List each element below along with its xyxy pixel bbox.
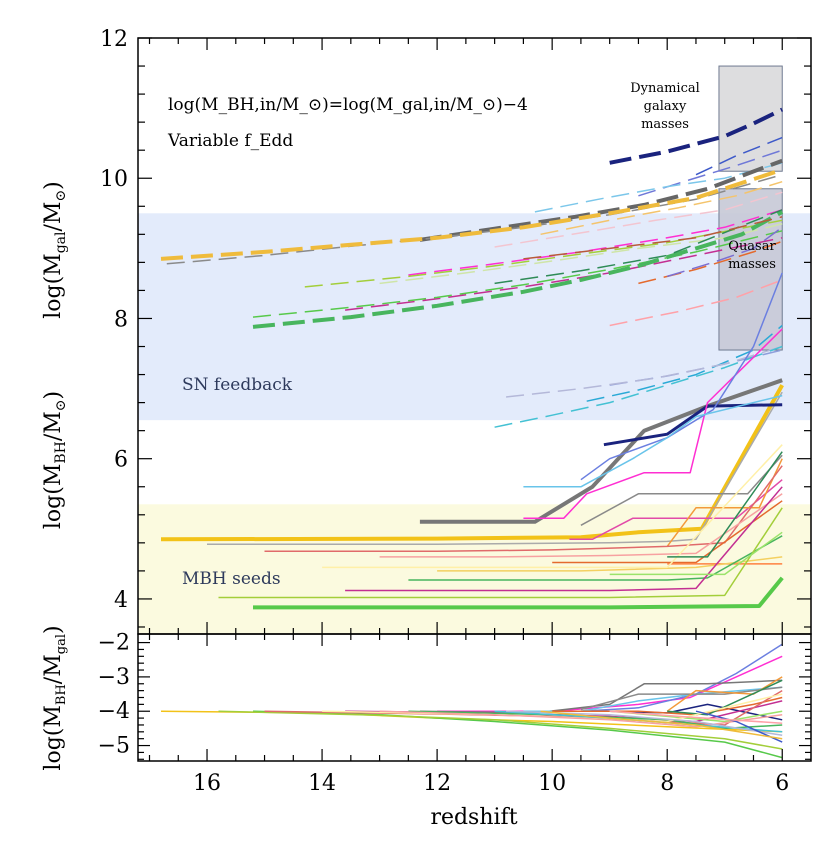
bh-track-8 [569,479,783,541]
galaxy-track-0 [609,107,784,165]
sn-feedback-label: SN feedback [182,375,293,395]
ratio-track-10 [580,686,783,711]
bh-track-7 [580,454,783,526]
galaxy-track-22 [506,345,783,398]
ratio-track-11 [666,676,783,712]
ratio-track-17 [379,710,783,728]
bh-track-0 [160,384,784,542]
ratio-track-3 [437,655,783,712]
galaxy-track-8 [494,191,783,248]
bh-track-4 [523,328,783,520]
bh-track-19 [609,531,783,576]
bh-track-2 [419,378,783,524]
galaxy-track-18 [609,279,783,327]
bh-track-21 [667,451,783,558]
quasar-label-line2: masses [728,257,776,272]
y-tick-label: −2 [98,631,130,656]
ratio-track-21 [540,710,783,740]
bh-track-12 [552,500,783,564]
galaxy-track-23 [494,345,783,428]
dynamical-label-line3: masses [641,117,689,132]
y-axis-label-ratio: log(MBH/Mgal) [41,625,69,770]
galaxy-track-4 [419,158,783,242]
bh-track-5 [580,272,783,481]
galaxy-track-9 [408,209,783,276]
x-tick-label: 10 [538,771,566,796]
x-tick-label: 8 [660,771,674,796]
axes: 16 14 12 10 8 6 4 6 8 10 12 −5 −4 −3 −2 [98,27,812,796]
quasar-label-line1: Quasar [728,239,776,254]
ratio-track-22 [609,710,783,724]
galaxy-track-15 [494,209,783,285]
relation-text: log(M_BH,in/M_⊙)=log(M_gal,in/M_⊙)−4 [168,95,528,115]
bottom-panel-tracks [160,643,783,759]
y-tick-label: 12 [100,27,128,52]
galaxy-track-7 [540,180,783,236]
bh-track-1 [207,391,783,545]
top-panel-background [138,65,811,634]
galaxy-track-14 [252,210,784,329]
dynamical-label-line1: Dynamical [630,81,700,96]
galaxy-track-17 [523,216,783,260]
galaxy-track-11 [304,219,783,288]
galaxy-track-6 [160,167,783,261]
fedd-text: Variable f_Edd [167,131,293,151]
dynamical-label-line2: galaxy [644,99,687,114]
galaxy-track-19 [666,226,783,278]
galaxy-track-12 [379,223,783,285]
relation-annotation: log(M_BH,in/M_⊙)=log(M_gal,in/M_⊙)−4 [168,95,528,115]
fedd-annotation: Variable f_Edd [167,131,293,151]
bh-track-18 [218,507,783,599]
y-tick-label: 8 [114,307,128,332]
x-axis-label: redshift [430,805,517,830]
x-tick-label: 6 [775,771,789,796]
bottom-panel-frame [137,633,812,762]
y-tick-label: 10 [100,167,128,192]
y-axis-label-bh: log(MBH/M⊙) [41,391,69,529]
bh-track-14 [437,556,783,572]
galaxy-track-1 [695,136,783,176]
galaxy-track-21 [586,324,783,402]
galaxy-track-10 [345,237,783,311]
galaxy-track-13 [252,230,783,318]
y-tick-label: −3 [98,665,130,690]
box-0 [718,65,783,172]
bh-track-20 [253,576,784,610]
bh-track-9 [666,458,783,547]
bh-track-15 [322,444,783,569]
bh-track-16 [408,535,783,581]
y-tick-label: −5 [98,734,130,759]
y-tick-label: −4 [98,699,130,724]
band-1 [138,504,811,634]
bh-track-17 [345,486,783,592]
ratio-track-20 [695,710,783,743]
top-panel-tracks [160,107,784,610]
y-axis-label-galaxy: log(Mgal/M⊙) [41,181,69,319]
ratio-track-2 [218,710,783,750]
bh-track-10 [264,465,783,553]
x-tick-label: 12 [423,771,451,796]
ratio-track-6 [523,686,783,712]
bh-track-6 [523,394,783,488]
mbh-seeds-label: MBH seeds [182,569,281,589]
x-tick-label: 16 [193,771,221,796]
y-tick-label: 4 [114,588,128,613]
x-tick-label: 14 [308,771,336,796]
y-tick-label: 6 [114,448,128,473]
